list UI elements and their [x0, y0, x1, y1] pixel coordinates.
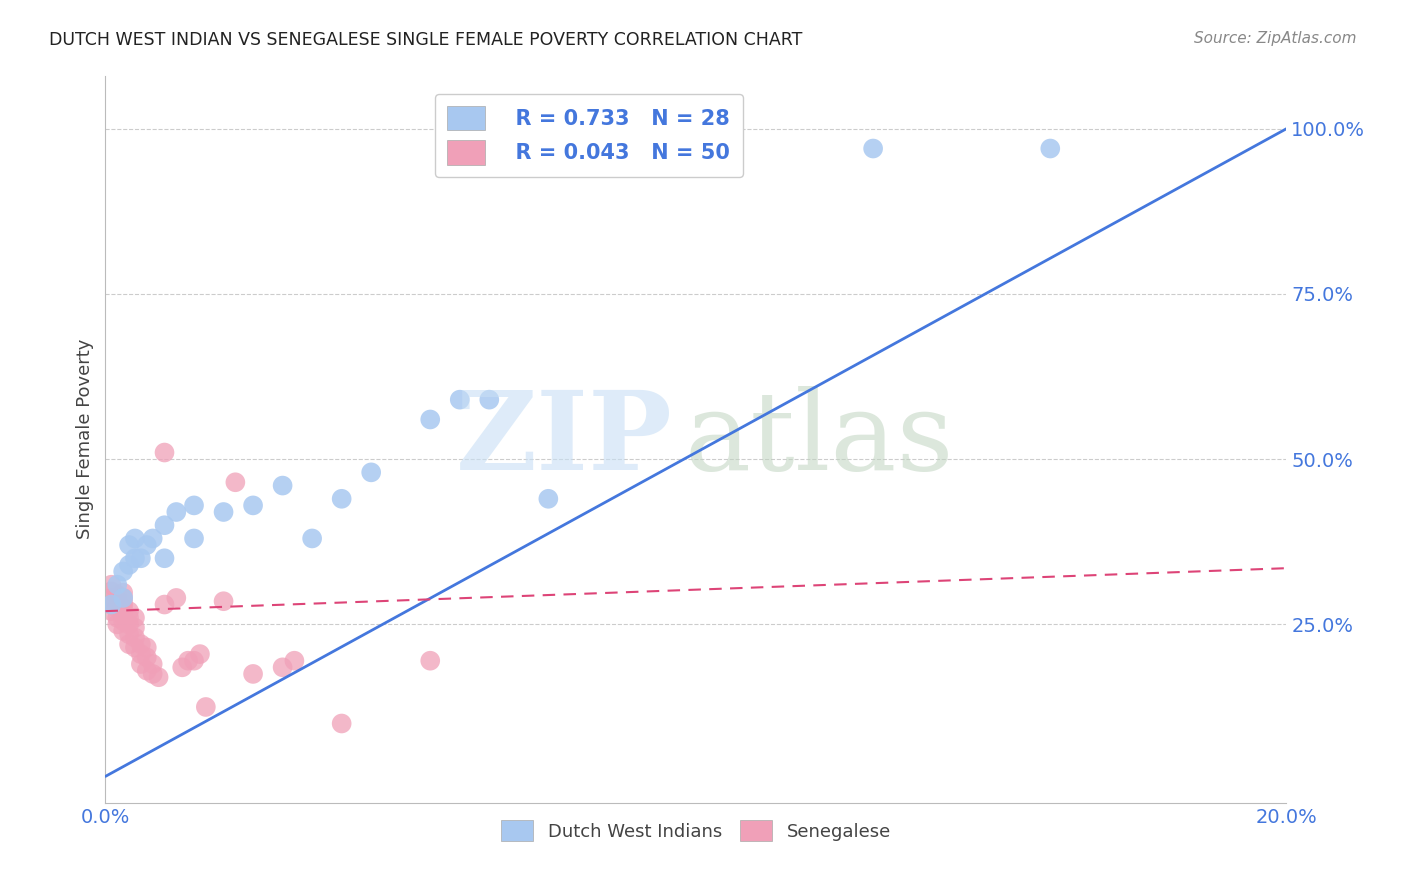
Point	[188, 647, 211, 661]
Point	[153, 598, 176, 612]
Point	[183, 499, 205, 513]
Point	[124, 611, 146, 625]
Point	[100, 584, 122, 599]
Y-axis label: Single Female Poverty: Single Female Poverty	[76, 339, 94, 540]
Legend: Dutch West Indians, Senegalese: Dutch West Indians, Senegalese	[494, 813, 898, 848]
Point	[105, 588, 128, 602]
Point	[112, 624, 135, 638]
Point	[135, 650, 157, 665]
Point	[153, 445, 176, 459]
Point	[112, 591, 135, 605]
Point	[537, 491, 560, 506]
Point	[419, 412, 441, 426]
Point	[449, 392, 471, 407]
Point	[360, 466, 382, 480]
Point	[112, 596, 135, 610]
Point	[135, 538, 157, 552]
Point	[153, 551, 176, 566]
Point	[112, 607, 135, 622]
Point	[183, 654, 205, 668]
Point	[118, 604, 141, 618]
Point	[194, 700, 217, 714]
Point	[124, 551, 146, 566]
Point	[129, 637, 152, 651]
Point	[112, 565, 135, 579]
Point	[100, 578, 122, 592]
Point	[112, 585, 135, 599]
Point	[212, 594, 235, 608]
Point	[124, 621, 146, 635]
Point	[212, 505, 235, 519]
Point	[330, 491, 353, 506]
Point	[283, 654, 305, 668]
Point	[124, 631, 146, 645]
Point	[118, 558, 141, 572]
Point	[124, 532, 146, 546]
Point	[153, 518, 176, 533]
Point	[100, 598, 122, 612]
Point	[242, 667, 264, 681]
Point	[242, 499, 264, 513]
Point	[129, 551, 152, 566]
Point	[330, 716, 353, 731]
Point	[100, 591, 122, 605]
Point	[118, 637, 141, 651]
Point	[1039, 142, 1062, 156]
Text: Source: ZipAtlas.com: Source: ZipAtlas.com	[1194, 31, 1357, 46]
Point	[172, 660, 194, 674]
Text: DUTCH WEST INDIAN VS SENEGALESE SINGLE FEMALE POVERTY CORRELATION CHART: DUTCH WEST INDIAN VS SENEGALESE SINGLE F…	[49, 31, 803, 49]
Point	[105, 600, 128, 615]
Point	[118, 617, 141, 632]
Text: ZIP: ZIP	[456, 386, 672, 492]
Point	[862, 142, 884, 156]
Point	[135, 640, 157, 655]
Point	[135, 664, 157, 678]
Point	[112, 591, 135, 605]
Point	[105, 594, 128, 608]
Point	[112, 614, 135, 628]
Point	[124, 640, 146, 655]
Text: atlas: atlas	[685, 386, 953, 492]
Point	[118, 538, 141, 552]
Point	[129, 657, 152, 671]
Point	[100, 604, 122, 618]
Point	[419, 654, 441, 668]
Point	[478, 392, 501, 407]
Point	[105, 578, 128, 592]
Point	[118, 611, 141, 625]
Point	[105, 617, 128, 632]
Point	[148, 670, 170, 684]
Point	[129, 647, 152, 661]
Point	[142, 532, 165, 546]
Point	[165, 591, 187, 605]
Point	[142, 657, 165, 671]
Point	[105, 611, 128, 625]
Point	[177, 654, 200, 668]
Point	[118, 627, 141, 641]
Point	[183, 532, 205, 546]
Point	[224, 475, 246, 490]
Point	[142, 667, 165, 681]
Point	[271, 478, 294, 492]
Point	[165, 505, 187, 519]
Point	[271, 660, 294, 674]
Point	[112, 600, 135, 615]
Point	[301, 532, 323, 546]
Point	[100, 598, 122, 612]
